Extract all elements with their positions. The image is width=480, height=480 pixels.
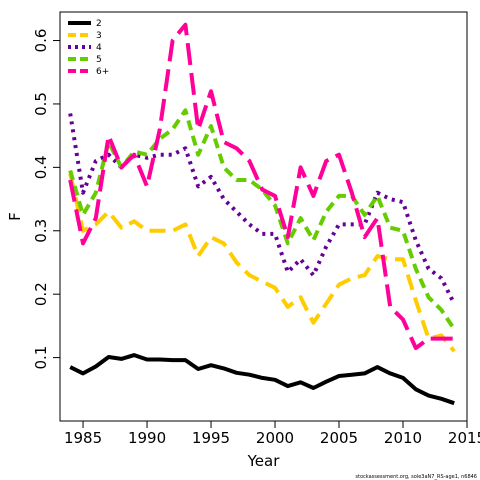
- y-tick-label: 0.6: [32, 29, 50, 53]
- y-tick-label: 0.2: [32, 282, 50, 306]
- x-axis-title: Year: [247, 452, 281, 470]
- y-tick-label: 0.5: [32, 92, 50, 116]
- series-line-6plus: [68, 22, 455, 351]
- axes: 1985 1990 1995 2000 2005 2010 2015 0.1 0.2 0.3 0.4…: [32, 29, 480, 447]
- x-tick-label: 2010: [384, 429, 422, 447]
- x-tick-label: 2015: [448, 429, 480, 447]
- series-line-5: [68, 108, 456, 331]
- legend-label: 5: [96, 55, 102, 65]
- series-lines: [68, 22, 456, 406]
- y-tick-label: 0.1: [32, 346, 50, 370]
- y-tick-label: 0.4: [32, 155, 50, 179]
- y-tick-label: 0.3: [32, 219, 50, 243]
- series-line-3: [68, 173, 456, 353]
- x-tick-label: 2005: [320, 429, 358, 447]
- source-footnote: stockassessment.org, sole3aN7_RS-age1, n…: [355, 474, 477, 480]
- x-tick-label: 2000: [256, 429, 294, 447]
- legend-label: 4: [96, 43, 102, 53]
- x-tick-label: 1995: [192, 429, 230, 447]
- series-line-2: [69, 353, 455, 406]
- series-line-4: [68, 113, 456, 305]
- legend-label: 2: [96, 19, 102, 29]
- x-tick-label: 1990: [128, 429, 166, 447]
- legend-label: 3: [96, 31, 102, 41]
- y-axis-title: F: [6, 212, 24, 221]
- x-tick-label: 1985: [64, 429, 102, 447]
- legend: 2 3 4 5 6+: [68, 19, 109, 77]
- legend-label: 6+: [96, 67, 109, 77]
